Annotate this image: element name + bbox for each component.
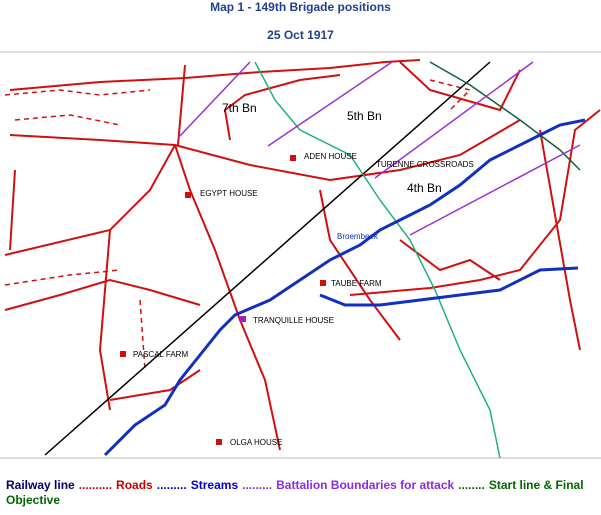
legend-item: ......... bbox=[242, 478, 273, 492]
battalion-label: 4th Bn bbox=[407, 181, 442, 195]
legend-item: .......... bbox=[78, 478, 113, 492]
railway bbox=[44, 61, 491, 456]
legend: Railway line.......... Roads......... Stre… bbox=[6, 478, 596, 508]
place-label: PASCAL FARM bbox=[133, 350, 188, 359]
final-objective bbox=[429, 61, 581, 171]
stream-label: Broembeek bbox=[337, 232, 379, 241]
legend-item: Roads bbox=[116, 478, 153, 492]
place-label: OLGA HOUSE bbox=[230, 438, 282, 447]
markers bbox=[120, 155, 326, 445]
map: 7th Bn 5th Bn 4th Bn ADEN HOUSE TURENNE … bbox=[0, 51, 601, 459]
start-line bbox=[254, 61, 501, 459]
legend-item: Streams bbox=[190, 478, 239, 492]
legend-item: ........ bbox=[458, 478, 485, 492]
place-label: EGYPT HOUSE bbox=[200, 189, 258, 198]
legend-item: Start line & Final Objective bbox=[6, 478, 584, 507]
date: 25 Oct 1917 bbox=[267, 28, 334, 42]
legend-item: Battalion Boundaries for attack bbox=[276, 478, 455, 492]
legend-item: ......... bbox=[156, 478, 187, 492]
legend-item: Railway line bbox=[6, 478, 75, 492]
place-label: TRANQUILLE HOUSE bbox=[253, 316, 334, 325]
battalion-label: 7th Bn bbox=[222, 101, 257, 115]
battalion-label: 5th Bn bbox=[347, 109, 382, 123]
boundaries bbox=[177, 61, 581, 236]
place-label: TAUBE FARM bbox=[331, 279, 382, 288]
roads bbox=[4, 59, 601, 451]
streams bbox=[103, 118, 586, 457]
place-label: TURENNE CROSSROADS bbox=[376, 160, 474, 169]
tracks bbox=[4, 79, 472, 371]
place-label: ADEN HOUSE bbox=[304, 152, 357, 161]
title: Map 1 - 149th Brigade positions bbox=[210, 0, 391, 14]
